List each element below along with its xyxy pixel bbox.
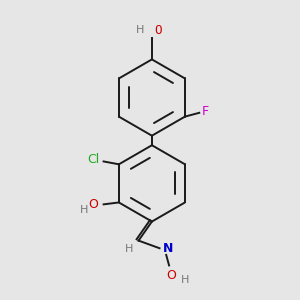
Text: H: H <box>124 244 133 254</box>
Text: O: O <box>166 269 176 282</box>
Text: F: F <box>202 105 209 119</box>
Text: H: H <box>181 275 189 285</box>
Text: N: N <box>164 242 174 255</box>
Text: H: H <box>80 205 88 215</box>
Text: H: H <box>136 25 144 34</box>
Text: Cl: Cl <box>88 153 100 166</box>
Text: O: O <box>88 198 98 211</box>
Text: O: O <box>154 23 161 37</box>
